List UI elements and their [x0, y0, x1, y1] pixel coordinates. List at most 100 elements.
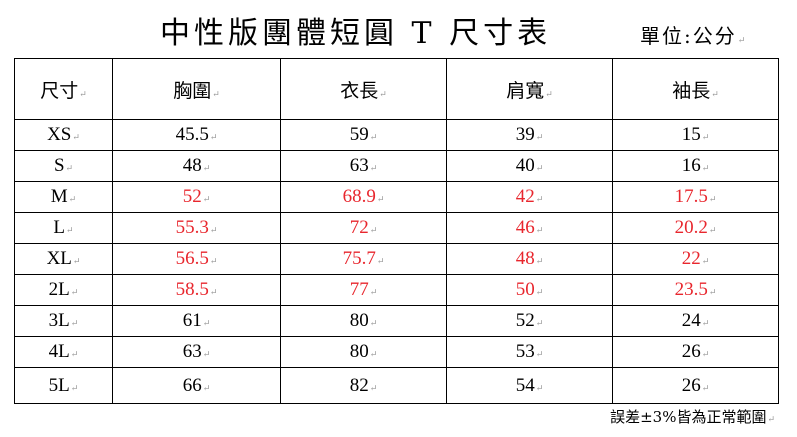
cell-text: 17.5: [674, 186, 708, 207]
measurement-cell: 17.5: [612, 181, 779, 213]
size-cell: 3L: [14, 305, 113, 337]
cell-text: 80: [349, 341, 369, 362]
cell-text: 48: [182, 155, 202, 176]
measurement-cell: 66: [112, 367, 281, 404]
size-cell: XL: [14, 243, 113, 275]
cell-text: 72: [349, 217, 369, 238]
header-size: 尺寸: [14, 58, 113, 120]
cell-text: 48: [515, 248, 535, 269]
measurement-cell: 26: [612, 367, 779, 404]
measurement-cell: 63: [280, 150, 447, 182]
measurement-cell: 50: [446, 274, 613, 306]
measurement-cell: 48: [112, 150, 281, 182]
measurement-cell: 75.7: [280, 243, 447, 275]
header-text: 胸圍: [173, 80, 212, 102]
table-row: XS 45.5 59 39 15: [14, 119, 779, 151]
cell-text: 77: [349, 279, 369, 300]
measurement-cell: 15: [612, 119, 779, 151]
measurement-cell: 46: [446, 212, 613, 244]
measurement-cell: 52: [112, 181, 281, 213]
measurement-cell: 48: [446, 243, 613, 275]
cell-text: 66: [182, 374, 202, 396]
table-row: XL 56.5 75.7 48 22: [14, 243, 779, 275]
measurement-cell: 22: [612, 243, 779, 275]
footnote: 誤差±3%皆為正常範圍: [610, 406, 775, 427]
cell-text: L: [53, 217, 66, 238]
cell-text: XL: [46, 248, 72, 269]
header-shoulder: 肩寬: [446, 58, 613, 120]
cell-text: XS: [47, 124, 72, 145]
measurement-cell: 39: [446, 119, 613, 151]
table-row: 3L 61 80 52 24: [14, 305, 779, 337]
size-cell: S: [14, 150, 113, 182]
cell-text: 26: [681, 374, 701, 396]
size-cell: XS: [14, 119, 113, 151]
measurement-cell: 53: [446, 336, 613, 368]
cell-text: 80: [349, 310, 369, 331]
measurement-cell: 61: [112, 305, 281, 337]
measurement-cell: 82: [280, 367, 447, 404]
header-text: 袖長: [672, 80, 711, 102]
cell-text: 26: [681, 341, 701, 362]
measurement-cell: 23.5: [612, 274, 779, 306]
size-cell: M: [14, 181, 113, 213]
size-cell: L: [14, 212, 113, 244]
cell-text: 55.3: [175, 217, 209, 238]
cell-text: 2L: [48, 279, 70, 300]
measurement-cell: 56.5: [112, 243, 281, 275]
cell-text: 50: [515, 279, 535, 300]
table-row: S 48 63 40 16: [14, 150, 779, 182]
cell-text: 54: [515, 374, 535, 396]
cell-text: 16: [681, 155, 701, 176]
measurement-cell: 16: [612, 150, 779, 182]
cell-text: 24: [681, 310, 701, 331]
cell-text: 4L: [48, 341, 70, 362]
cell-text: 56.5: [175, 248, 209, 269]
unit-label-text: 單位:公分: [640, 24, 737, 48]
header-text: 尺寸: [40, 80, 79, 102]
size-cell: 5L: [14, 367, 113, 404]
cell-text: 61: [182, 310, 202, 331]
header-sleeve: 袖長: [612, 58, 779, 120]
measurement-cell: 63: [112, 336, 281, 368]
cell-text: 52: [182, 186, 202, 207]
table-row: 4L 63 80 53 26: [14, 336, 779, 368]
measurement-cell: 68.9: [280, 181, 447, 213]
cell-text: 68.9: [342, 186, 376, 207]
cell-text: 82: [349, 374, 369, 396]
measurement-cell: 52: [446, 305, 613, 337]
cell-text: 40: [515, 155, 535, 176]
measurement-cell: 59: [280, 119, 447, 151]
table-header-row: 尺寸 胸圍 衣長 肩寬 袖長: [14, 58, 779, 120]
measurement-cell: 45.5: [112, 119, 281, 151]
measurement-cell: 40: [446, 150, 613, 182]
cell-text: 53: [515, 341, 535, 362]
page-title: 中性版團體短圓 T 尺寸表: [160, 16, 552, 51]
measurement-cell: 24: [612, 305, 779, 337]
measurement-cell: 72: [280, 212, 447, 244]
cell-text: 63: [182, 341, 202, 362]
measurement-cell: 58.5: [112, 274, 281, 306]
cell-text: S: [53, 155, 65, 176]
cell-text: 63: [349, 155, 369, 176]
measurement-cell: 77: [280, 274, 447, 306]
measurement-cell: 20.2: [612, 212, 779, 244]
cell-text: 23.5: [674, 279, 708, 300]
measurement-cell: 55.3: [112, 212, 281, 244]
measurement-cell: 26: [612, 336, 779, 368]
measurement-cell: 80: [280, 305, 447, 337]
footnote-text: 誤差±3%皆為正常範圍: [610, 408, 767, 426]
header-text: 肩寬: [506, 80, 545, 102]
header-chest: 胸圍: [112, 58, 281, 120]
measurement-cell: 54: [446, 367, 613, 404]
cell-text: M: [50, 186, 68, 207]
cell-text: 46: [515, 217, 535, 238]
table-row: 2L 58.5 77 50 23.5: [14, 274, 779, 306]
table-row: 5L 66 82 54 26: [14, 367, 779, 404]
size-table: 尺寸 胸圍 衣長 肩寬 袖長 XS 45.5 59 39 15 S 48 63 40 16 M 52 6…: [14, 58, 779, 404]
table-row: M 52 68.9 42 17.5: [14, 181, 779, 213]
measurement-cell: 42: [446, 181, 613, 213]
cell-text: 15: [681, 124, 701, 145]
cell-text: 58.5: [175, 279, 209, 300]
cell-text: 45.5: [175, 124, 209, 145]
